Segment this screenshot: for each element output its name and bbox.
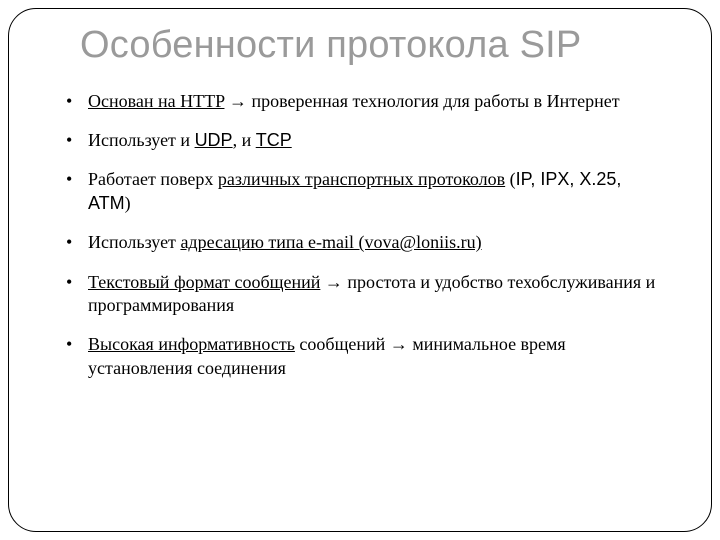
text: → проверенная технология для работы в Ин…	[224, 91, 619, 111]
slide: Особенности протокола SIP Основан на HTT…	[0, 0, 720, 540]
list-item: Использует и UDP, и TCP	[66, 129, 656, 152]
underline-text: различных транспортных протоколов	[218, 169, 505, 189]
list-item: Работает поверх различных транспортных п…	[66, 168, 656, 215]
underline-text: Текстовый формат сообщений	[88, 272, 320, 292]
bullet-list: Основан на HTTP → проверенная технология…	[66, 90, 656, 381]
slide-title: Особенности протокола SIP	[80, 24, 680, 68]
text: Работает поверх	[88, 169, 218, 189]
text: Использует и	[88, 130, 195, 150]
list-item: Текстовый формат сообщений → простота и …	[66, 271, 656, 318]
text: (	[505, 169, 516, 189]
underline-text: адресацию типа e-mail (vova@loniis.ru)	[180, 232, 481, 252]
text: Использует	[88, 232, 180, 252]
text: , и	[233, 130, 256, 150]
underline-text: Высокая информативность	[88, 334, 295, 354]
underline-text: Основан на HTTP	[88, 91, 224, 111]
underline-text: TCP	[256, 130, 292, 150]
list-item: Высокая информативность сообщений → мини…	[66, 333, 656, 380]
list-item: Использует адресацию типа e-mail (vova@l…	[66, 231, 656, 254]
text: )	[125, 193, 131, 213]
list-item: Основан на HTTP → проверенная технология…	[66, 90, 656, 113]
underline-text: UDP	[195, 130, 233, 150]
